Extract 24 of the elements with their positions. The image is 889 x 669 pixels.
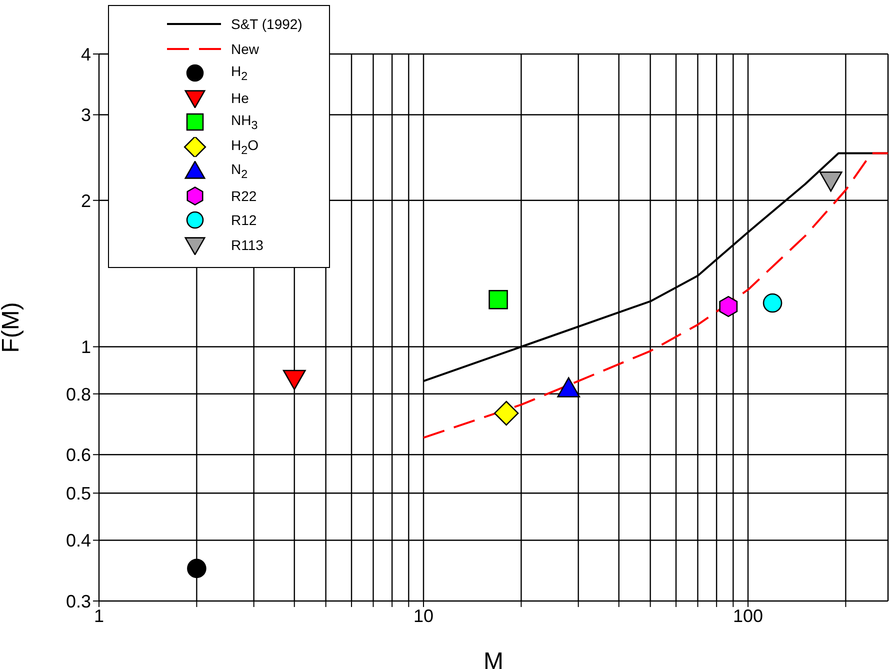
x-tick-label: 100 <box>732 606 764 626</box>
y-tick-label: 0.8 <box>66 384 91 404</box>
legend-label: NH$_{3}$ <box>231 112 258 132</box>
legend-label: R22 <box>231 188 257 204</box>
y-tick-label: 0.5 <box>66 484 91 504</box>
y-tick-label: 1 <box>80 337 91 358</box>
legend-label: He <box>231 90 249 106</box>
x-tick-label: 10 <box>413 606 434 626</box>
y-axis-title: F(M) <box>0 302 25 353</box>
legend-label: H$_{2}$O <box>231 136 258 157</box>
legend-label: H$_{2}$ <box>231 63 248 84</box>
legend-label: S&T (1992) <box>231 16 302 32</box>
legend-label: New <box>231 40 260 57</box>
y-tick-label: 0.3 <box>66 591 91 612</box>
y-tick-label: 0.4 <box>66 530 91 551</box>
x-axis-title: M <box>484 648 504 669</box>
legend-label: N$_{2}$ <box>231 161 248 182</box>
y-tick-label: 3 <box>80 105 91 126</box>
legend-label: R12 <box>231 212 257 228</box>
y-tick-label: 0.6 <box>66 445 91 466</box>
y-tick-label: 4 <box>80 44 91 64</box>
legend-label: R113 <box>231 236 264 253</box>
y-tick-label: 2 <box>80 190 91 211</box>
x-tick-label: 1 <box>94 606 104 626</box>
